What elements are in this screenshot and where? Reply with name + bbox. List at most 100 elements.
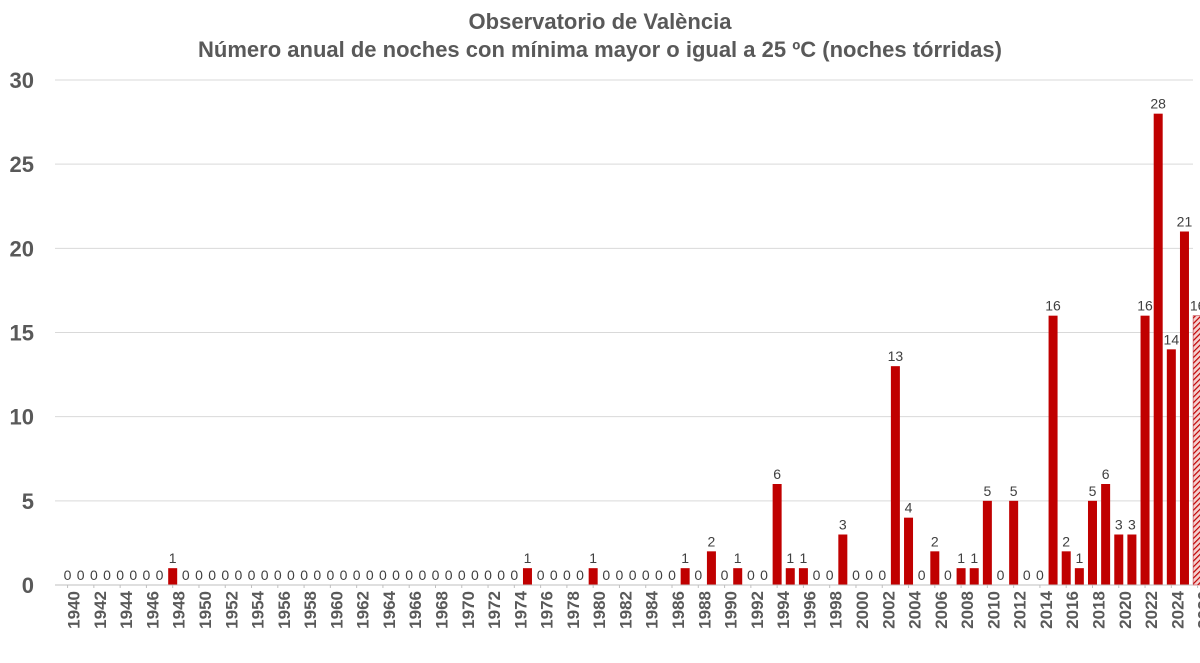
data-label: 0 [287,567,295,583]
data-label: 0 [668,567,676,583]
y-tick-label: 30 [10,68,34,93]
data-label: 0 [353,567,361,583]
data-label: 0 [616,567,624,583]
x-tick-label: 2014 [1037,590,1056,628]
bar [785,568,795,585]
data-label: 0 [445,567,453,583]
data-label: 2 [708,533,716,549]
x-tick-label: 1944 [117,590,136,628]
data-label: 1 [169,550,177,566]
data-label: 3 [1128,517,1136,533]
data-label: 0 [129,567,137,583]
x-tick-label: 2020 [1116,591,1135,629]
bar-partial-year [1192,315,1200,586]
bar [680,568,690,585]
x-tick-label: 2008 [958,591,977,629]
data-label: 0 [300,567,308,583]
data-label: 0 [274,567,282,583]
data-label: 3 [839,517,847,533]
bar [168,568,178,585]
data-label: 13 [888,348,904,364]
data-label: 1 [681,550,689,566]
gridlines [55,79,1193,502]
data-label: 0 [813,567,821,583]
data-label: 0 [261,567,269,583]
data-label: 0 [458,567,466,583]
data-label: 0 [90,567,98,583]
bars [168,113,1200,586]
data-label: 1 [957,550,965,566]
data-label: 0 [642,567,650,583]
data-label: 0 [576,567,584,583]
data-label: 0 [510,567,518,583]
bar [706,551,716,585]
data-label: 1 [1075,550,1083,566]
data-label: 4 [905,500,913,516]
data-label: 6 [1102,466,1110,482]
x-tick-label: 2010 [984,591,1003,629]
bar [798,568,808,585]
bar [1153,113,1163,586]
x-tick-label: 2018 [1089,591,1108,629]
data-label: 0 [418,567,426,583]
x-tick-label: 2000 [853,591,872,629]
data-label: 3 [1115,517,1123,533]
x-tick-label: 1978 [564,591,583,629]
bar [904,517,914,585]
data-label: 2 [1062,533,1070,549]
x-tick-label: 1958 [301,591,320,629]
bar [930,551,940,585]
data-label: 28 [1150,96,1166,112]
x-tick-label: 1986 [669,591,688,629]
x-tick-label: 1954 [249,590,268,628]
data-label: 0 [997,567,1005,583]
data-labels: 0 0 0 0 0 0 0 010 0 0 0 0 0 0 0 0 0 0 0 0 0 0 0 0 0 0 0 0 0 0 0 0 010 0 0 0… [64,96,1200,583]
data-label: 5 [983,483,991,499]
y-tick-label: 15 [10,321,34,346]
y-tick-label: 5 [22,489,34,514]
data-label: 0 [77,567,85,583]
data-label: 0 [537,567,545,583]
data-label: 0 [156,567,164,583]
data-label: 0 [852,567,860,583]
data-label: 0 [1023,567,1031,583]
data-label: 0 [878,567,886,583]
x-tick-label: 1988 [695,591,714,629]
x-tick-label: 2016 [1063,591,1082,629]
bar [1009,500,1019,585]
data-label: 0 [234,567,242,583]
y-tick-label: 20 [10,236,34,261]
data-label: 2 [931,533,939,549]
x-tick-label: 1980 [590,591,609,629]
data-label: 1 [589,550,597,566]
y-tick-label: 25 [10,152,34,177]
data-label: 0 [392,567,400,583]
data-label: 0 [826,567,834,583]
data-label: 16 [1190,298,1200,314]
bar [1127,534,1137,585]
data-label: 0 [484,567,492,583]
bar [1074,568,1084,585]
bar [1114,534,1124,585]
data-label: 0 [208,567,216,583]
x-tick-label: 1940 [65,591,84,629]
data-label: 16 [1137,298,1153,314]
data-label: 0 [602,567,610,583]
x-tick-label: 1942 [91,591,110,629]
x-tick-label: 2024 [1168,590,1187,628]
data-label: 0 [340,567,348,583]
x-tick-label: 1992 [748,591,767,629]
data-label: 0 [195,567,203,583]
y-tick-label: 0 [22,573,34,598]
x-tick-label: 1982 [616,591,635,629]
chart-subtitle: Número anual de noches con mínima mayor … [198,37,1002,62]
x-tick-label: 1984 [643,590,662,628]
x-tick-label: 1998 [827,591,846,629]
data-label: 0 [655,567,663,583]
x-tick-label: 1970 [459,591,478,629]
x-tick-label: 1996 [800,591,819,629]
data-label: 0 [918,567,926,583]
data-label: 0 [64,567,72,583]
bar [1087,500,1097,585]
x-tick-label: 1946 [143,591,162,629]
